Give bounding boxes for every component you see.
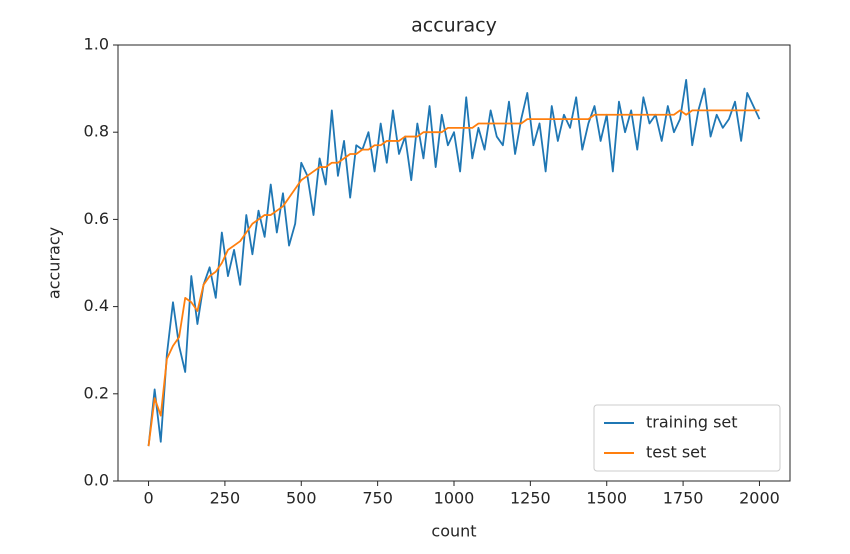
y-tick-label: 0.2 — [84, 383, 109, 402]
y-tick-label: 0.8 — [84, 122, 109, 141]
data-line — [147, 109, 760, 447]
legend-label: training set — [646, 413, 738, 432]
x-tick-label: 250 — [210, 489, 241, 508]
data-line — [147, 78, 761, 447]
y-tick-label: 0.4 — [84, 296, 109, 315]
y-tick-label: 0.0 — [84, 471, 109, 490]
y-tick-label: 0.6 — [84, 209, 109, 228]
legend-box — [593, 404, 781, 472]
x-tick-label: 750 — [362, 489, 393, 508]
legend-label: test set — [646, 443, 706, 462]
y-tick-label: 1.0 — [84, 35, 109, 54]
x-tick-label: 1250 — [510, 489, 551, 508]
x-tick-label: 1500 — [586, 489, 627, 508]
x-tick-label: 2000 — [739, 489, 780, 508]
plot-frame — [117, 44, 791, 482]
x-tick-label: 1000 — [434, 489, 475, 508]
y-axis-label: accuracy — [45, 227, 64, 299]
x-tick-label: 500 — [286, 489, 317, 508]
x-axis-label: count — [431, 522, 476, 541]
x-tick-label: 0 — [143, 489, 153, 508]
x-tick-label: 1750 — [663, 489, 704, 508]
chart-title: accuracy — [411, 15, 497, 37]
